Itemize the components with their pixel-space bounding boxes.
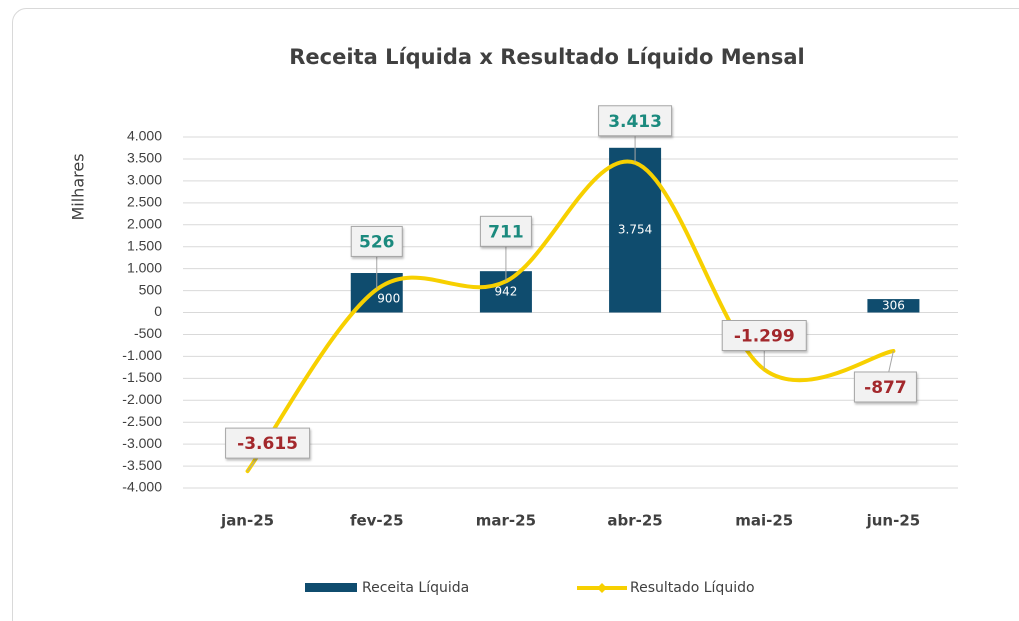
line-value-label: -877	[864, 378, 907, 398]
x-tick-label: jun-25	[866, 512, 921, 530]
data-label-box	[479, 215, 532, 247]
y-tick-label: 3.000	[127, 172, 162, 188]
bar-value-label: 900	[377, 291, 400, 305]
x-tick-label: mai-25	[735, 512, 793, 530]
y-tick-label: 2.500	[127, 194, 162, 210]
chart-card	[12, 8, 1019, 621]
legend-label: Resultado Líquido	[630, 580, 755, 596]
y-tick-label: -1.500	[122, 369, 162, 385]
line-layer	[245, 159, 896, 474]
y-tick-label: -3.500	[122, 457, 162, 473]
line	[245, 159, 896, 474]
y-tick-label: -4.000	[122, 479, 162, 495]
y-tick-label: 1.500	[127, 237, 162, 253]
data-label-box	[225, 427, 311, 459]
x-tick-label: mar-25	[476, 512, 536, 530]
legend-swatch	[305, 583, 357, 592]
x-tick-label: fev-25	[350, 512, 404, 530]
y-tick-label: 4.000	[127, 128, 162, 144]
legend-marker	[597, 583, 607, 593]
bar-value-label: 3.754	[618, 223, 652, 237]
y-tick-label: -3.000	[122, 435, 162, 451]
line-value-label: -1.299	[734, 326, 795, 346]
y-axis-title: Milhares	[69, 153, 88, 220]
line-value-label: 3.413	[608, 112, 662, 132]
grid: -4.000 -3.500 -3.000 -2.500 -2.000 -1.500 -1.0…	[122, 128, 958, 495]
y-tick-label: -2.000	[122, 391, 162, 407]
data-label-box	[598, 105, 673, 137]
y-tick-label: -1.000	[122, 347, 162, 363]
y-tick-label: 500	[139, 281, 163, 297]
data-label-box	[350, 225, 403, 257]
y-tick-label: 2.000	[127, 215, 162, 231]
line-value-label: 711	[488, 222, 524, 242]
bar-value-label: 306	[882, 298, 905, 312]
x-tick-label: abr-25	[607, 512, 662, 530]
line-value-label: 526	[359, 232, 395, 252]
chart-title: Receita Líquida x Resultado Líquido Mens…	[289, 45, 804, 69]
data-label-box	[721, 319, 807, 351]
y-tick-label: 3.500	[127, 150, 162, 166]
y-tick-label: -2.500	[122, 413, 162, 429]
y-tick-label: 0	[154, 303, 162, 319]
x-tick-label: jan-25	[220, 512, 274, 530]
data-label-box	[853, 371, 917, 403]
legend-label: Receita Líquida	[362, 580, 469, 596]
bar	[867, 299, 920, 313]
labels: jan-25 fev-25 mar-25 abr-25 mai-25 jun-25 900 9…	[220, 105, 921, 596]
y-tick-label: -500	[134, 325, 162, 341]
y-tick-label: 1.000	[127, 259, 162, 275]
line-value-label: -3.615	[237, 434, 298, 454]
bar-value-label: 942	[494, 284, 517, 298]
